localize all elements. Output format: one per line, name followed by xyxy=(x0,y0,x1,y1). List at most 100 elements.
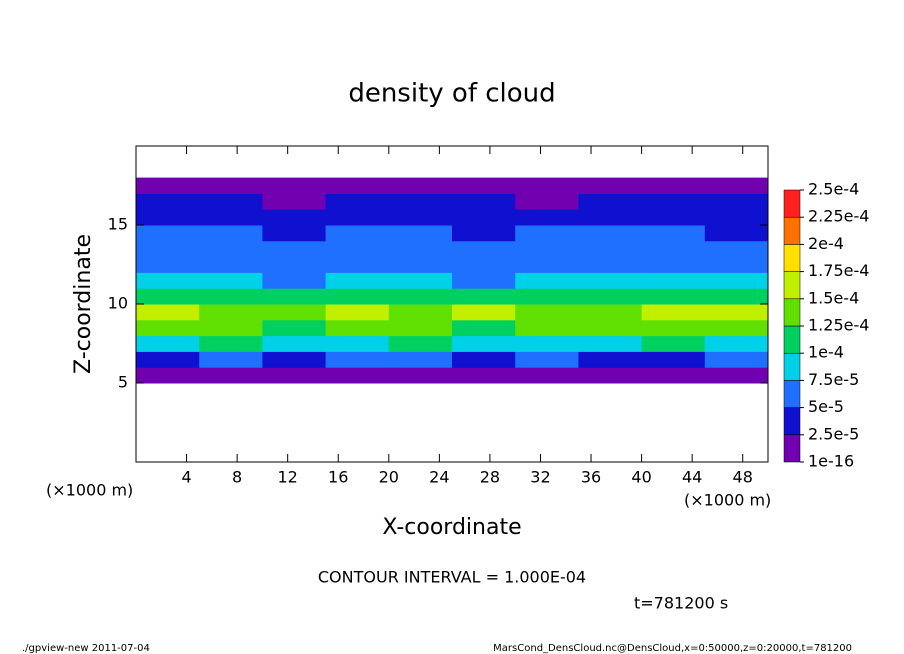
heat-cell xyxy=(704,304,769,321)
heat-cell xyxy=(641,335,706,352)
heat-cell xyxy=(199,272,263,289)
colorbar-band xyxy=(783,216,801,245)
heat-cell xyxy=(641,304,706,321)
heat-cell xyxy=(515,288,579,305)
heat-cell xyxy=(578,272,643,289)
heat-cell xyxy=(452,367,516,384)
heat-cell xyxy=(325,367,390,384)
heat-cell xyxy=(325,193,390,210)
heat-cell xyxy=(704,319,769,337)
heat-cell xyxy=(578,209,643,226)
x-tick-label: 32 xyxy=(530,468,550,487)
heat-cell xyxy=(578,240,643,258)
heat-cell xyxy=(515,304,579,321)
x-axis-label: X-coordinate xyxy=(382,515,521,540)
colorbar-label: 1e-16 xyxy=(808,452,854,471)
heat-cell xyxy=(452,288,516,305)
heat-cell xyxy=(452,304,516,321)
x-unit: (×1000 m) xyxy=(46,481,133,500)
y-axis-label: Z-coordinate xyxy=(71,234,96,374)
x-tick-label: 12 xyxy=(278,468,298,487)
heat-cell xyxy=(641,367,706,384)
time-note: t=781200 s xyxy=(634,594,728,613)
heat-cell xyxy=(641,256,706,273)
heat-cell xyxy=(325,335,390,352)
heat-cell xyxy=(388,225,453,242)
heat-cell xyxy=(262,319,327,337)
heat-cell xyxy=(388,256,453,273)
heat-cell xyxy=(199,193,263,210)
heat-cell xyxy=(199,319,263,337)
heat-cell xyxy=(641,209,706,226)
heat-cell xyxy=(136,193,200,210)
heat-cell xyxy=(641,225,706,242)
heat-cell xyxy=(704,335,769,352)
heat-cell xyxy=(578,225,643,242)
heat-cell xyxy=(136,209,200,226)
colorbar-label: 1.75e-4 xyxy=(808,261,869,280)
heat-cell xyxy=(578,304,643,321)
y-tick-label: 10 xyxy=(108,294,128,313)
x-tick-label: 44 xyxy=(682,468,702,487)
heat-cell xyxy=(452,319,516,337)
heat-cell xyxy=(325,351,390,368)
heat-cell xyxy=(262,351,327,368)
colorbar-label: 7.5e-5 xyxy=(808,370,859,389)
heat-cell xyxy=(452,335,516,352)
x-tick-label: 28 xyxy=(480,468,500,487)
heat-cell xyxy=(452,240,516,258)
colorbar-label: 1e-4 xyxy=(808,343,844,362)
x-tick-label: 4 xyxy=(181,468,191,487)
colorbar-band xyxy=(783,298,801,327)
heat-cell xyxy=(262,272,327,289)
heat-cell xyxy=(136,351,200,368)
heat-cell xyxy=(262,177,327,194)
heat-cell xyxy=(388,351,453,368)
heat-cell xyxy=(452,209,516,226)
heat-cell xyxy=(136,304,200,321)
colorbar-label: 1.25e-4 xyxy=(808,316,869,335)
heat-cell xyxy=(641,319,706,337)
heat-cell xyxy=(325,304,390,321)
heat-cell xyxy=(325,209,390,226)
heat-cell xyxy=(578,319,643,337)
heat-cell xyxy=(515,225,579,242)
heat-cell xyxy=(325,256,390,273)
heat-cell xyxy=(136,177,200,194)
heat-cell xyxy=(136,319,200,337)
heat-cell xyxy=(515,209,579,226)
colorbar-label: 2e-4 xyxy=(808,234,844,253)
heat-cell xyxy=(388,240,453,258)
heat-cell xyxy=(578,256,643,273)
heat-cell xyxy=(515,193,579,210)
x-tick-label: 48 xyxy=(733,468,753,487)
heat-cell xyxy=(199,225,263,242)
heat-cell xyxy=(388,335,453,352)
heat-cell xyxy=(641,351,706,368)
x-unit-right: (×1000 m) xyxy=(684,491,771,510)
heat-cell xyxy=(325,288,390,305)
heat-cell xyxy=(452,256,516,273)
heat-cell xyxy=(199,256,263,273)
heat-cell xyxy=(262,304,327,321)
heat-cell xyxy=(578,177,643,194)
colorbar-label: 2.5e-4 xyxy=(808,180,859,199)
heat-cell xyxy=(515,351,579,368)
heat-cell xyxy=(199,367,263,384)
heat-cell xyxy=(136,256,200,273)
colorbar-band xyxy=(783,189,801,218)
heat-cell xyxy=(325,272,390,289)
heat-cell xyxy=(388,177,453,194)
chart-title: density of cloud xyxy=(348,79,555,109)
heat-cell xyxy=(136,335,200,352)
colorbar-label: 1.5e-4 xyxy=(808,288,859,307)
heat-cell xyxy=(578,351,643,368)
colorbar-band xyxy=(783,352,801,381)
heat-cell xyxy=(704,225,769,242)
heat-cell xyxy=(262,256,327,273)
heat-cell xyxy=(199,335,263,352)
footer-right: MarsCond_DensCloud.nc@DensCloud,x=0:5000… xyxy=(493,643,852,654)
heat-cell xyxy=(641,288,706,305)
